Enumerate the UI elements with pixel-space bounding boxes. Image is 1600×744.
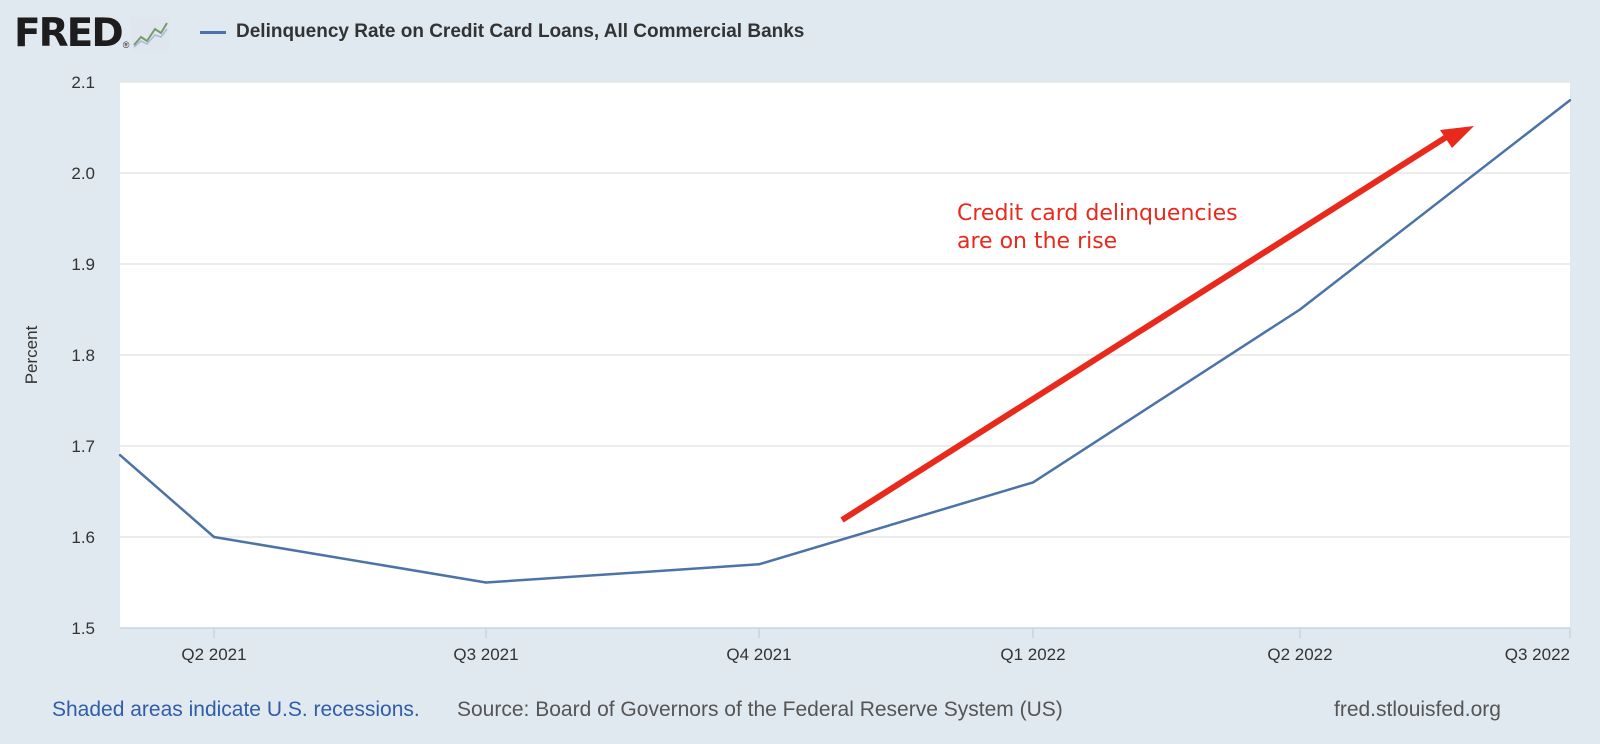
y-axis-tick-labels: 1.5 1.6 1.7 1.8 1.9 2.0 2.1: [71, 73, 95, 638]
y-tick-label: 2.0: [71, 164, 95, 183]
y-tick-label: 2.1: [71, 73, 95, 92]
annotation-line-1: Credit card delinquencies: [957, 201, 1238, 226]
x-tick-label: Q1 2022: [1000, 645, 1065, 664]
y-tick-label: 1.8: [71, 346, 95, 365]
series-legend[interactable]: Delinquency Rate on Credit Card Loans, A…: [200, 20, 804, 44]
y-tick-label: 1.7: [71, 437, 95, 456]
fred-logo[interactable]: FRED ®: [14, 11, 170, 56]
legend-line-swatch: [200, 30, 226, 34]
x-tick-label: Q2 2022: [1267, 645, 1332, 664]
data-point[interactable]: [118, 453, 122, 457]
data-point[interactable]: [212, 535, 216, 539]
chart-header: FRED ® Delinquency Rate on Credit Card L…: [0, 0, 1600, 70]
y-tick-label: 1.9: [71, 255, 95, 274]
annotation-arrow-head: [1440, 126, 1474, 148]
data-point[interactable]: [484, 581, 488, 584]
site-link[interactable]: fred.stlouisfed.org: [1334, 698, 1501, 721]
x-tick-label: Q4 2021: [726, 645, 791, 664]
x-axis-tick-labels: Q2 2021 Q3 2021 Q4 2021 Q1 2022 Q2 2022 Q3 20…: [181, 628, 1571, 664]
x-tick-label: Q2 2021: [181, 645, 246, 664]
data-point[interactable]: [1568, 99, 1572, 102]
grid-lines: [120, 81, 1570, 629]
annotation: Credit card delinquencies are on the ris…: [840, 126, 1474, 523]
y-tick-label: 1.6: [71, 528, 95, 547]
logo-registered-mark: ®: [122, 40, 130, 50]
source-text: Source: Board of Governors of the Federa…: [457, 698, 1063, 721]
annotation-line-2: are on the rise: [957, 229, 1117, 254]
recession-note-link[interactable]: Shaded areas indicate U.S. recessions.: [52, 698, 420, 721]
series-title: Delinquency Rate on Credit Card Loans, A…: [236, 21, 805, 42]
logo-text: FRED: [14, 11, 124, 56]
x-tick-label: Q3 2021: [453, 645, 518, 664]
data-point[interactable]: [1031, 481, 1035, 484]
data-point[interactable]: [757, 563, 761, 566]
trend-chart-icon: [131, 17, 170, 51]
data-point[interactable]: [1298, 308, 1302, 311]
y-axis-label: Percent: [22, 325, 41, 384]
x-tick-label: Q3 2022: [1505, 645, 1570, 664]
y-tick-label: 1.5: [71, 619, 95, 638]
annotation-arrow-shaft: [840, 133, 1450, 523]
series-points: [118, 99, 1572, 584]
